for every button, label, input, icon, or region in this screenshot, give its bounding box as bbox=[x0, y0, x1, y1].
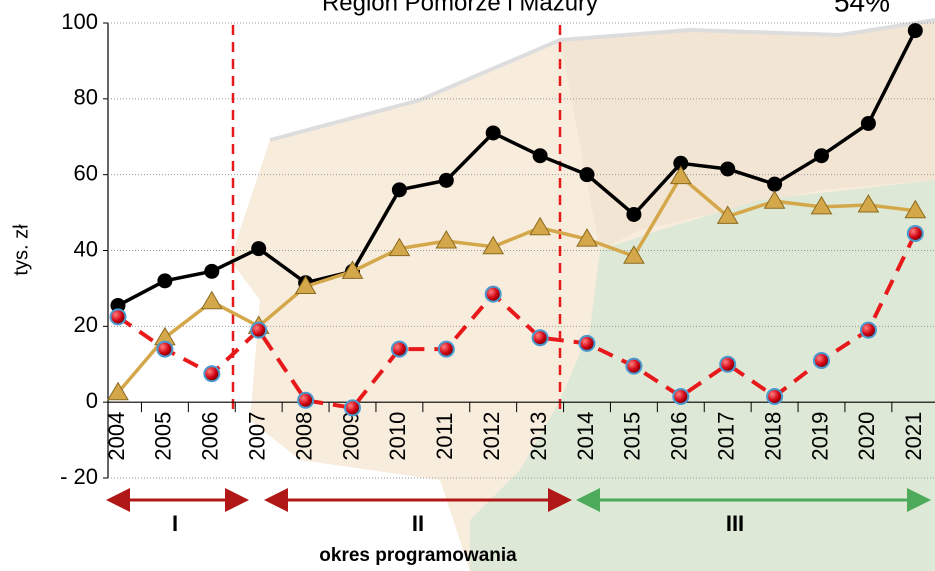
x-tick-label: 2013 bbox=[526, 412, 551, 461]
y-tick-label: 80 bbox=[74, 85, 98, 110]
series-line bbox=[117, 29, 917, 308]
x-tick-label: 2019 bbox=[807, 412, 832, 461]
y-tick-label: 60 bbox=[74, 160, 98, 185]
x-axis-label: okres programowania bbox=[319, 545, 517, 566]
period-label: III bbox=[726, 511, 744, 536]
x-tick-label: 2008 bbox=[291, 412, 316, 461]
point bbox=[390, 340, 408, 358]
point bbox=[857, 194, 880, 213]
point bbox=[576, 228, 598, 247]
point bbox=[813, 351, 830, 369]
point bbox=[623, 245, 645, 264]
point bbox=[810, 195, 833, 215]
x-tick-label: 2009 bbox=[338, 412, 363, 461]
point bbox=[625, 357, 643, 375]
point bbox=[200, 290, 223, 310]
point bbox=[578, 334, 596, 352]
x-tick-label: 2012 bbox=[479, 412, 504, 461]
series-line bbox=[116, 173, 916, 394]
y-tick-label: 0 bbox=[86, 388, 98, 413]
series-line bbox=[116, 232, 918, 411]
y-tick-label: 40 bbox=[74, 236, 98, 261]
x-tick-label: 2014 bbox=[573, 412, 598, 461]
point bbox=[297, 391, 315, 409]
x-tick-label: 2006 bbox=[198, 412, 223, 461]
y-axis-label: tys. zł bbox=[10, 224, 32, 276]
x-tick-label: 2005 bbox=[151, 412, 176, 461]
point bbox=[907, 23, 923, 39]
x-tick-label: 2021 bbox=[901, 412, 926, 461]
point bbox=[579, 167, 595, 183]
x-tick-label: 2015 bbox=[620, 412, 645, 461]
annotation: 54% bbox=[834, 0, 890, 17]
point bbox=[531, 329, 549, 347]
x-tick-label: 2017 bbox=[714, 412, 739, 461]
point bbox=[904, 199, 927, 219]
x-tick-label: 2007 bbox=[245, 412, 270, 461]
point bbox=[529, 216, 551, 236]
point bbox=[107, 381, 129, 401]
point bbox=[388, 237, 411, 257]
point bbox=[203, 365, 221, 383]
point bbox=[109, 308, 127, 326]
period-label: II bbox=[412, 511, 424, 536]
y-tick-label: 20 bbox=[74, 312, 98, 337]
point bbox=[860, 115, 876, 131]
point bbox=[673, 155, 689, 171]
x-tick-label: 2010 bbox=[385, 412, 410, 461]
point bbox=[204, 263, 220, 279]
point bbox=[720, 161, 736, 177]
point bbox=[438, 172, 454, 188]
point bbox=[716, 205, 739, 224]
point bbox=[814, 148, 829, 164]
chart-title: Region Pomorze i Mazury bbox=[322, 0, 598, 16]
period-label: I bbox=[172, 511, 178, 536]
point bbox=[341, 260, 364, 279]
point bbox=[484, 285, 502, 303]
point bbox=[766, 387, 784, 405]
y-tick-label: - 20 bbox=[60, 464, 98, 489]
point bbox=[391, 182, 407, 198]
x-tick-label: 2004 bbox=[104, 412, 129, 461]
point bbox=[485, 125, 501, 141]
point bbox=[763, 190, 786, 209]
background-map bbox=[230, 18, 935, 571]
point bbox=[532, 148, 548, 164]
point bbox=[719, 355, 737, 373]
point bbox=[669, 165, 692, 185]
point bbox=[157, 273, 173, 289]
x-tick-label: 2016 bbox=[667, 412, 692, 461]
x-tick-label: 2011 bbox=[432, 413, 457, 460]
point bbox=[435, 230, 458, 249]
point bbox=[859, 321, 877, 339]
y-tick-label: 100 bbox=[61, 9, 98, 34]
point bbox=[250, 321, 268, 339]
point bbox=[344, 399, 361, 417]
point bbox=[294, 275, 317, 295]
point bbox=[437, 340, 455, 358]
point bbox=[156, 340, 174, 358]
point bbox=[482, 235, 505, 255]
point bbox=[906, 224, 924, 242]
point bbox=[251, 241, 267, 257]
point bbox=[626, 206, 642, 222]
x-tick-label: 2020 bbox=[854, 412, 879, 461]
point bbox=[672, 387, 690, 405]
point bbox=[767, 176, 783, 192]
x-tick-label: 2018 bbox=[760, 412, 785, 461]
